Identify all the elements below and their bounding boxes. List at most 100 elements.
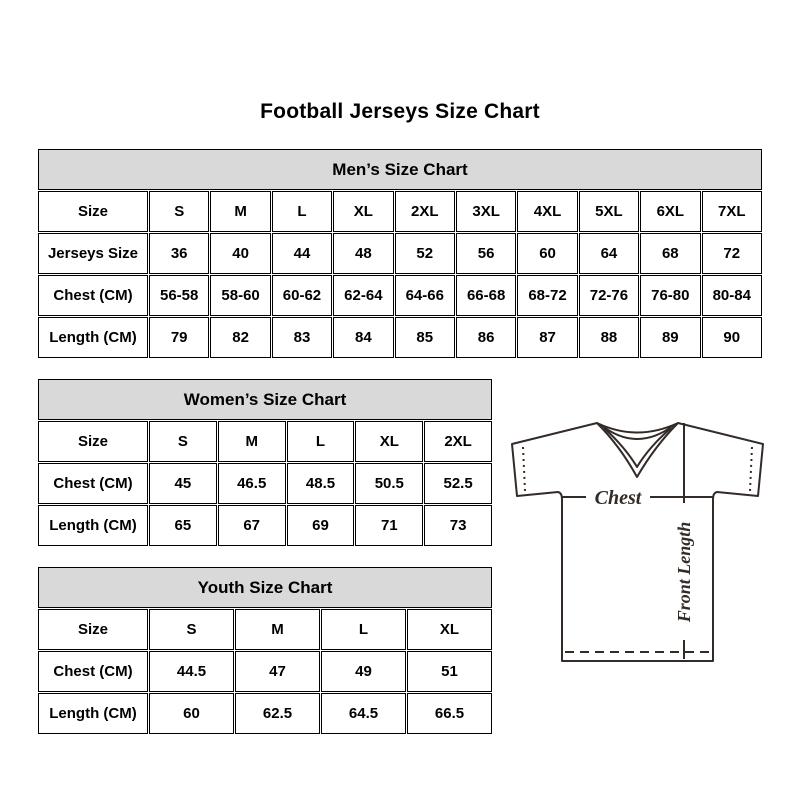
mens-size-cell: 72-76 [578, 275, 640, 316]
womens-size-cell: 69 [286, 505, 355, 546]
mens-size-cell: 90 [701, 317, 762, 358]
mens-table-row: Length (CM) 79 82 83 84 85 86 87 88 89 90 [38, 317, 762, 358]
jersey-outline [511, 422, 764, 662]
mens-table-row: Jerseys Size 36 40 44 48 52 56 60 64 68 72 [38, 233, 762, 274]
youth-size-cell: 66.5 [407, 693, 492, 734]
youth-table-row: Length (CM) 60 62.5 64.5 66.5 [38, 693, 492, 734]
womens-size-cell: 46.5 [217, 463, 286, 504]
mens-size-cell: 89 [640, 317, 701, 358]
youth-size-cell: 64.5 [321, 693, 406, 734]
mens-size-cell: 7XL [701, 191, 762, 232]
collar-back-arc-inner [600, 424, 675, 440]
size-tables-container: Men’s Size Chart Size S M L XL 2XL 3XL 4XL 5XL 6XL… [37, 148, 763, 754]
mens-size-cell: 5XL [578, 191, 640, 232]
womens-size-cell: 50.5 [355, 463, 424, 504]
mens-size-cell: 58-60 [210, 275, 271, 316]
mens-size-cell: M [210, 191, 271, 232]
mens-row-label: Size [38, 191, 148, 232]
mens-size-cell: 80-84 [701, 275, 762, 316]
mens-size-cell: L [271, 191, 333, 232]
youth-size-chart-table: Youth Size Chart Size S M L XL Chest (CM) 44.5 4… [37, 566, 493, 735]
mens-size-cell: 56-58 [149, 275, 210, 316]
womens-size-chart-table: Women’s Size Chart Size S M L XL 2XL Chest (CM)… [37, 378, 493, 547]
mens-size-cell: 88 [578, 317, 640, 358]
womens-row-label: Size [38, 421, 148, 462]
womens-table-title: Women’s Size Chart [38, 379, 492, 420]
mens-table-row: Chest (CM) 56-58 58-60 60-62 62-64 64-66 66-68… [38, 275, 762, 316]
mens-size-cell: 44 [271, 233, 333, 274]
youth-size-cell: S [149, 609, 234, 650]
mens-size-cell: 48 [333, 233, 394, 274]
mens-size-cell: 3XL [455, 191, 517, 232]
chest-label: Chest [595, 487, 643, 509]
womens-size-cell: M [217, 421, 286, 462]
womens-table-row: Chest (CM) 45 46.5 48.5 50.5 52.5 [38, 463, 492, 504]
mens-row-label: Length (CM) [38, 317, 148, 358]
womens-size-cell: 52.5 [424, 463, 492, 504]
womens-size-cell: 2XL [424, 421, 492, 462]
youth-size-cell: 44.5 [149, 651, 234, 692]
mens-size-cell: 40 [210, 233, 271, 274]
mens-size-cell: 36 [149, 233, 210, 274]
youth-size-cell: L [321, 609, 406, 650]
womens-size-cell: 65 [149, 505, 217, 546]
youth-size-cell: 49 [321, 651, 406, 692]
womens-size-cell: L [286, 421, 355, 462]
mens-size-cell: 60 [517, 233, 578, 274]
youth-row-label: Size [38, 609, 148, 650]
mens-size-cell: 82 [210, 317, 271, 358]
youth-row-label: Chest (CM) [38, 651, 148, 692]
mens-size-cell: 83 [271, 317, 333, 358]
mens-size-cell: 62-64 [333, 275, 394, 316]
mens-size-cell: S [149, 191, 210, 232]
mens-row-label: Chest (CM) [38, 275, 148, 316]
womens-size-cell: S [149, 421, 217, 462]
mens-size-cell: 66-68 [455, 275, 517, 316]
womens-size-cell: 45 [149, 463, 217, 504]
collar-inner-v [603, 427, 672, 468]
mens-row-label: Jerseys Size [38, 233, 148, 274]
mens-size-cell: 56 [455, 233, 517, 274]
womens-size-cell: XL [355, 421, 424, 462]
youth-table-row: Chest (CM) 44.5 47 49 51 [38, 651, 492, 692]
mens-size-cell: XL [333, 191, 394, 232]
right-cuff-stitch [749, 446, 753, 492]
youth-size-cell: 47 [235, 651, 320, 692]
youth-size-cell: 60 [149, 693, 234, 734]
womens-table-row: Length (CM) 65 67 69 71 73 [38, 505, 492, 546]
youth-table-title: Youth Size Chart [38, 567, 492, 608]
womens-size-cell: 71 [355, 505, 424, 546]
mens-size-chart-table: Men’s Size Chart Size S M L XL 2XL 3XL 4XL 5XL 6XL… [37, 148, 763, 359]
mens-size-cell: 84 [333, 317, 394, 358]
youth-size-cell: 62.5 [235, 693, 320, 734]
womens-row-label: Chest (CM) [38, 463, 148, 504]
youth-table-row: Size S M L XL [38, 609, 492, 650]
mens-table-row: Size S M L XL 2XL 3XL 4XL 5XL 6XL 7XL [38, 191, 762, 232]
mens-table-title: Men’s Size Chart [38, 149, 762, 190]
womens-size-cell: 48.5 [286, 463, 355, 504]
mens-size-cell: 86 [455, 317, 517, 358]
mens-size-cell: 87 [517, 317, 578, 358]
mens-size-cell: 85 [394, 317, 455, 358]
mens-size-cell: 79 [149, 317, 210, 358]
womens-row-label: Length (CM) [38, 505, 148, 546]
mens-size-cell: 72 [701, 233, 762, 274]
mens-size-cell: 64 [578, 233, 640, 274]
mens-size-cell: 6XL [640, 191, 701, 232]
page-title: Football Jerseys Size Chart [260, 100, 540, 123]
youth-size-cell: 51 [407, 651, 492, 692]
youth-row-label: Length (CM) [38, 693, 148, 734]
mens-size-cell: 68 [640, 233, 701, 274]
mens-size-cell: 64-66 [394, 275, 455, 316]
womens-size-cell: 73 [424, 505, 492, 546]
mens-size-cell: 68-72 [517, 275, 578, 316]
youth-size-cell: XL [407, 609, 492, 650]
jersey-measurement-diagram: Chest Front Length [511, 422, 764, 662]
mens-size-cell: 2XL [394, 191, 455, 232]
youth-size-cell: M [235, 609, 320, 650]
mens-size-cell: 4XL [517, 191, 578, 232]
left-cuff-stitch [522, 446, 526, 492]
womens-size-cell: 67 [217, 505, 286, 546]
mens-size-cell: 52 [394, 233, 455, 274]
mens-size-cell: 76-80 [640, 275, 701, 316]
